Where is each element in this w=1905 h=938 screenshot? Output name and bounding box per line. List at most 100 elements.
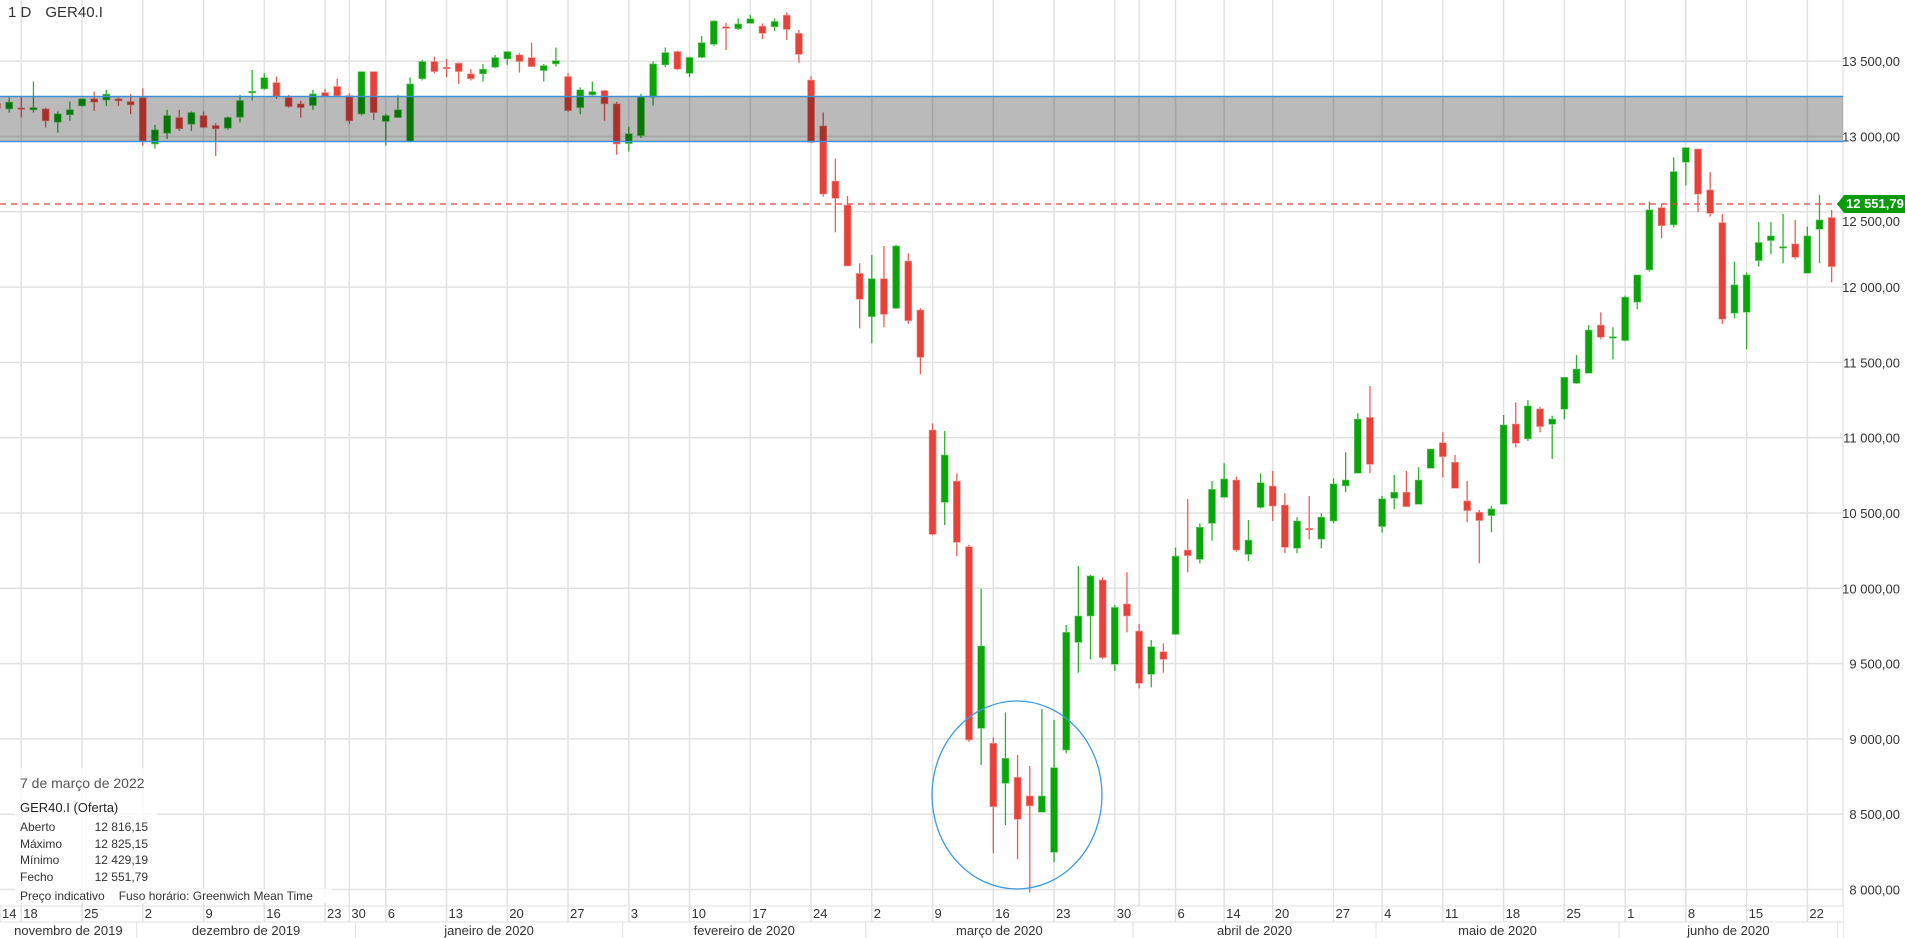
candle[interactable] [296,100,305,118]
candle[interactable] [904,253,913,324]
candle[interactable] [1597,312,1605,340]
candle[interactable] [1536,406,1544,433]
candle[interactable] [418,59,427,81]
candle[interactable] [612,101,621,155]
candle[interactable] [1013,755,1022,860]
candle[interactable] [1584,325,1593,374]
candle[interactable] [1159,643,1168,673]
candle[interactable] [1293,517,1301,554]
candle[interactable] [965,544,973,742]
candle[interactable] [1560,377,1569,420]
candle[interactable] [1524,399,1532,442]
candle[interactable] [236,94,244,123]
candle[interactable] [1499,414,1508,505]
candle[interactable] [1135,623,1143,689]
candle[interactable] [722,22,730,51]
candle[interactable] [1511,402,1520,448]
candle[interactable] [1025,766,1034,893]
candle[interactable] [163,109,171,139]
candle[interactable] [199,111,208,129]
candle[interactable] [1827,209,1836,283]
candle[interactable] [430,56,439,74]
candle[interactable] [697,36,706,59]
candle[interactable] [807,76,815,144]
candle[interactable] [78,98,86,107]
candle[interactable] [1281,493,1289,554]
candle[interactable] [126,93,135,115]
candle[interactable] [1621,295,1629,342]
candle[interactable] [600,89,609,121]
candle[interactable] [260,73,269,90]
candle[interactable] [1123,572,1131,633]
candle[interactable] [1633,274,1642,310]
candle[interactable] [916,308,925,375]
candle[interactable] [381,113,390,146]
candle[interactable] [1742,272,1751,350]
candle[interactable] [758,23,767,40]
candle[interactable] [1463,480,1471,523]
candle[interactable] [1050,719,1058,863]
candle[interactable] [1754,222,1763,267]
candle[interactable] [953,473,961,557]
candle[interactable] [661,47,670,68]
candle[interactable] [17,96,26,118]
candle[interactable] [66,101,74,121]
candle[interactable] [819,112,828,197]
candle[interactable] [1706,172,1714,217]
candle[interactable] [1609,327,1617,360]
candle[interactable] [1657,204,1666,239]
candle[interactable] [114,97,123,106]
candle[interactable] [1220,463,1228,498]
candle[interactable] [1803,226,1812,274]
candle[interactable] [673,50,682,71]
candle[interactable] [1572,355,1581,384]
candle[interactable] [515,53,524,73]
candle[interactable] [90,91,98,111]
candle[interactable] [1682,147,1690,186]
candle[interactable] [1111,605,1119,671]
candle[interactable] [1256,473,1265,509]
candle[interactable] [782,12,791,41]
candle[interactable] [1001,712,1010,826]
candle[interactable] [1305,495,1313,540]
candle[interactable] [977,588,985,765]
candle[interactable] [880,245,888,328]
symbol-label[interactable]: GER40.I [45,4,103,21]
candle[interactable] [1062,625,1070,754]
candle[interactable] [272,76,281,99]
candle[interactable] [1317,513,1326,549]
candle[interactable] [1791,219,1799,260]
candle[interactable] [1645,201,1654,272]
candle[interactable] [831,158,840,233]
candle[interactable] [1426,448,1435,469]
date-axis[interactable]: 14 18 25 2 9 16 23 30 6 13 20 27 3 10 17 24 2 9 16 23 30 6 14 2… [0,905,1843,938]
candle[interactable] [1268,470,1277,521]
price-axis[interactable]: 8 000,00 8 500,00 9 000,00 9 500,00 10 000,0… [1842,54,1900,897]
candle[interactable] [0,102,1,110]
candle[interactable] [454,62,463,84]
candle[interactable] [940,431,949,526]
candle[interactable] [989,737,998,854]
candle[interactable] [843,195,852,267]
candle[interactable] [770,18,779,32]
candle[interactable] [710,20,718,47]
candle[interactable] [734,18,742,31]
candle[interactable] [892,244,900,309]
candle[interactable] [1354,413,1362,474]
candle[interactable] [224,116,232,130]
candle[interactable] [1329,478,1338,524]
candle[interactable] [1098,577,1107,660]
candle[interactable] [345,93,354,125]
candle[interactable] [1767,222,1775,255]
candle[interactable] [1730,261,1739,319]
candle[interactable] [1815,194,1824,264]
candle[interactable] [187,111,196,131]
candle[interactable] [1439,432,1447,478]
support-resistance-zone[interactable] [0,95,1843,143]
candle[interactable] [503,51,512,65]
candle[interactable] [649,61,657,106]
candle[interactable] [928,423,937,536]
candle[interactable] [175,109,184,131]
candle[interactable] [564,73,572,112]
